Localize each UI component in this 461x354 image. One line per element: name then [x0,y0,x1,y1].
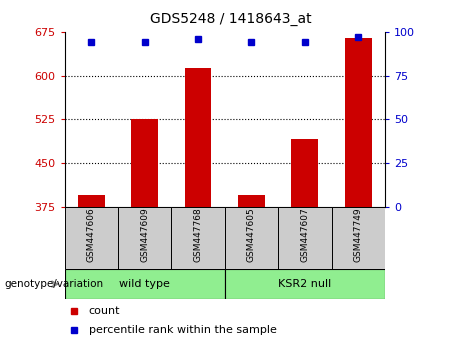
Bar [171,207,225,269]
Text: GSM447768: GSM447768 [194,207,202,262]
Text: KSR2 null: KSR2 null [278,279,331,289]
Text: GDS5248 / 1418643_at: GDS5248 / 1418643_at [150,12,311,27]
Text: GSM447607: GSM447607 [300,207,309,262]
Text: wild type: wild type [119,279,170,289]
Bar [345,38,372,207]
Bar [291,139,318,207]
Bar [278,207,331,269]
Text: genotype/variation: genotype/variation [5,279,104,289]
Bar [225,269,385,299]
Bar [331,207,385,269]
Text: count: count [89,306,120,316]
Text: GSM447609: GSM447609 [140,207,149,262]
Bar [78,195,105,207]
Bar [118,207,171,269]
Text: GSM447749: GSM447749 [354,208,363,262]
Text: GSM447605: GSM447605 [247,207,256,262]
Bar [65,269,225,299]
Bar [185,68,212,207]
Text: GSM447606: GSM447606 [87,207,96,262]
Bar [131,119,158,207]
Bar [238,195,265,207]
Bar [65,207,118,269]
Text: percentile rank within the sample: percentile rank within the sample [89,325,277,335]
Bar [225,207,278,269]
